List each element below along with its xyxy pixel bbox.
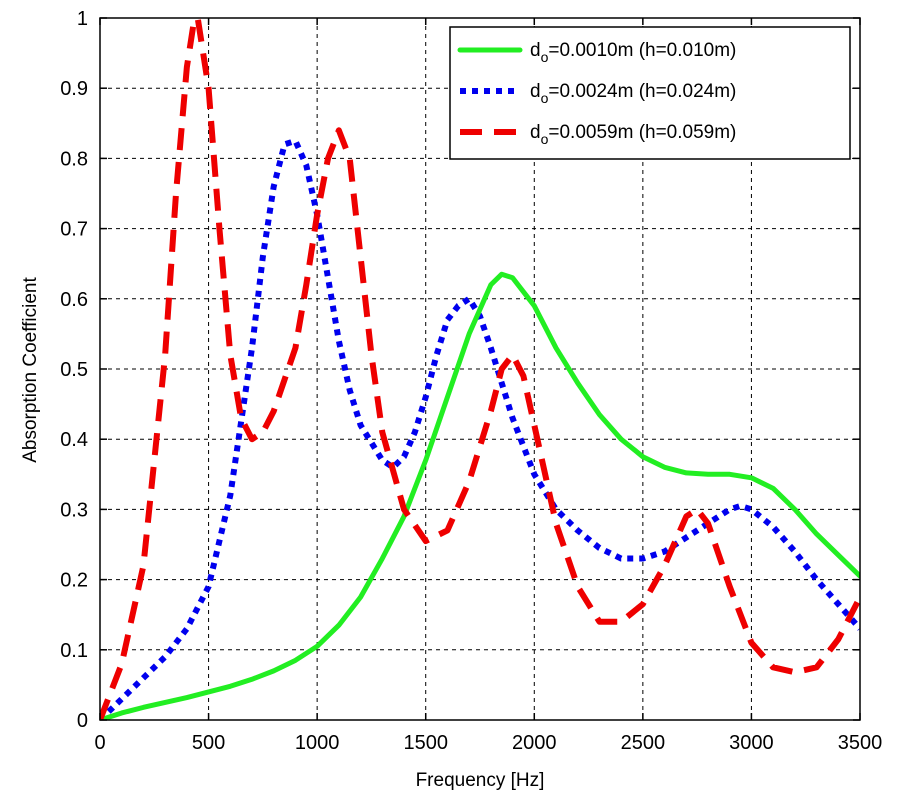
x-tick-label: 500 [192,732,225,754]
series-line-2 [100,137,860,720]
axis-ticks [99,17,861,721]
legend: do=0.0010m (h=0.010m)do=0.0024m (h=0.024… [449,26,851,160]
y-tick-label: 0.1 [60,640,88,662]
y-tick-label: 0.8 [60,148,88,170]
axis-tick-labels: 0 500 1000 1500 2000 2500 3000 3500 0 0.1 0.2 0.3 0.… [60,8,882,754]
legend-label-1: do=0.0010m (h=0.010m) [530,40,736,65]
y-tick-label: 0.5 [60,359,88,381]
y-tick-label: 0.3 [60,499,88,521]
series-line-1 [100,271,860,720]
legend-label-rest: =0.0024m (h=0.024m) [548,81,736,102]
x-tick-label: 1000 [295,732,340,754]
x-tick-label: 0 [94,732,105,754]
x-tick-label: 3000 [729,732,774,754]
legend-label-main: d [530,81,541,102]
legend-label-2: do=0.0024m (h=0.024m) [530,81,736,106]
series-lines [100,18,860,720]
legend-label-subscript: o [541,90,549,106]
y-tick-label: 0 [77,710,88,732]
x-tick-label: 3500 [838,732,883,754]
legend-label-main: d [530,40,541,61]
y-tick-label: 0.9 [60,78,88,100]
x-tick-label: 1500 [403,732,448,754]
legend-label-subscript: o [541,131,549,147]
x-tick-label: 2000 [512,732,557,754]
y-tick-label: 1 [77,8,88,30]
legend-label-rest: =0.0059m (h=0.059m) [548,122,736,143]
y-tick-label: 0.4 [60,429,88,451]
y-tick-label: 0.6 [60,289,88,311]
legend-label-main: d [530,122,541,143]
legend-label-3: do=0.0059m (h=0.059m) [530,122,736,147]
x-tick-label: 2500 [621,732,666,754]
series-line-3 [100,18,860,720]
y-tick-label: 0.2 [60,570,88,592]
legend-label-rest: =0.0010m (h=0.010m) [548,40,736,61]
x-axis-label: Frequency [Hz] [416,770,545,791]
legend-label-subscript: o [541,49,549,65]
y-tick-label: 0.7 [60,219,88,241]
y-axis-label: Absorption Coefficient [20,277,41,463]
